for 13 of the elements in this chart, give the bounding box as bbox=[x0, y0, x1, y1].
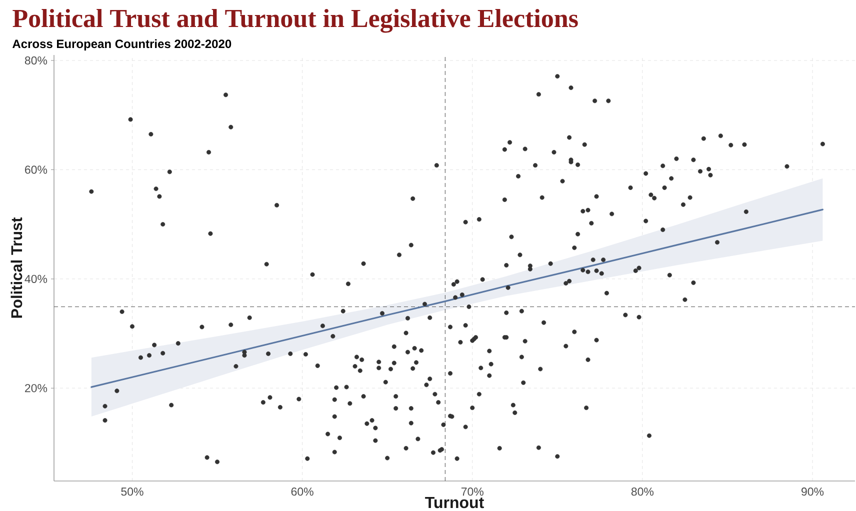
x-tick-label: 50% bbox=[121, 488, 144, 496]
y-tick-label: 60% bbox=[25, 166, 48, 174]
y-tick-label: 80% bbox=[24, 56, 48, 65]
y-tick-label: 40% bbox=[24, 274, 48, 283]
x-tick-label: 70% bbox=[461, 488, 484, 496]
x-axis-title: Turnout bbox=[425, 496, 484, 508]
y-tick-label: 20% bbox=[25, 384, 48, 392]
chart-title: Political Trust and Turnout in Legislative Elections bbox=[12, 8, 578, 33]
y-axis-title: Political Trust bbox=[10, 217, 22, 318]
chart-subtitle: Across European Countries 2002-2020 bbox=[12, 39, 232, 50]
x-tick-label: 60% bbox=[291, 488, 314, 496]
x-tick-label: 90% bbox=[802, 488, 824, 496]
x-tick-label: 80% bbox=[631, 488, 654, 496]
